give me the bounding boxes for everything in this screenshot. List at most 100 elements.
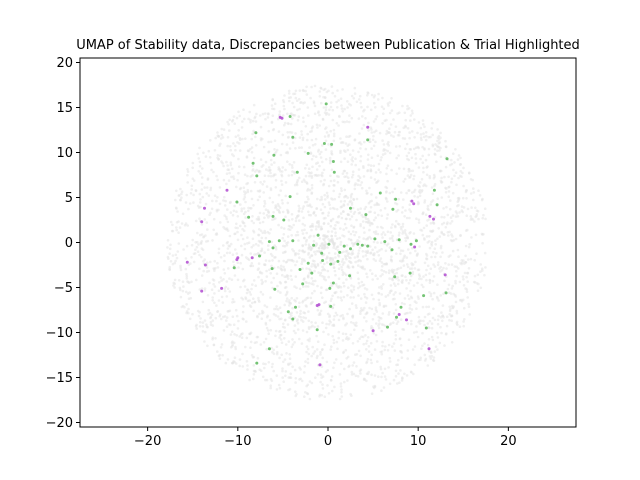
cloud-point	[226, 164, 229, 167]
cloud-point	[382, 107, 386, 111]
cloud-point	[363, 231, 366, 234]
cloud-point	[228, 129, 231, 132]
cloud-point	[200, 182, 204, 186]
cloud-point	[461, 171, 464, 175]
cloud-point	[269, 328, 273, 332]
cloud-point	[299, 316, 303, 319]
cloud-point	[433, 184, 436, 188]
cloud-point	[301, 232, 305, 235]
cloud-point	[452, 168, 455, 172]
cloud-point	[337, 221, 340, 224]
cloud-point	[405, 142, 409, 146]
cloud-point	[363, 292, 366, 296]
cloud-point	[362, 378, 366, 381]
cloud-point	[404, 233, 408, 236]
cloud-point	[270, 104, 274, 107]
cloud-point	[318, 274, 322, 277]
cloud-point	[232, 260, 235, 264]
cloud-point	[394, 374, 398, 378]
magenta-point	[432, 217, 435, 221]
green-point	[366, 138, 370, 142]
cloud-point	[323, 268, 327, 272]
cloud-point	[274, 150, 278, 154]
cloud-point	[445, 222, 449, 226]
cloud-point	[370, 93, 374, 97]
cloud-point	[392, 342, 396, 345]
cloud-point	[231, 361, 235, 365]
cloud-point	[365, 339, 369, 343]
cloud-point	[356, 254, 360, 258]
cloud-point	[200, 176, 204, 179]
cloud-point	[173, 278, 177, 282]
cloud-point	[324, 326, 328, 330]
cloud-point	[419, 126, 423, 130]
cloud-point	[438, 149, 441, 152]
cloud-point	[359, 207, 363, 210]
cloud-point	[323, 135, 327, 138]
cloud-point	[392, 312, 396, 315]
cloud-point	[415, 325, 418, 328]
cloud-point	[312, 239, 316, 243]
cloud-point	[175, 189, 178, 193]
cloud-point	[340, 391, 343, 394]
cloud-point	[359, 159, 362, 163]
cloud-point	[289, 274, 293, 278]
cloud-point	[348, 143, 351, 146]
cloud-point	[222, 164, 225, 168]
cloud-point	[323, 198, 327, 201]
cloud-point	[290, 296, 294, 300]
cloud-point	[288, 316, 291, 319]
cloud-point	[348, 200, 352, 204]
cloud-point	[180, 222, 184, 225]
cloud-point	[415, 301, 418, 305]
cloud-point	[211, 199, 214, 203]
cloud-point	[259, 137, 263, 140]
cloud-point	[180, 196, 183, 199]
cloud-point	[394, 125, 398, 128]
cloud-point	[196, 309, 200, 313]
cloud-point	[175, 221, 179, 224]
cloud-point	[242, 198, 246, 201]
cloud-point	[278, 386, 282, 390]
cloud-point	[355, 218, 358, 222]
cloud-point	[230, 330, 234, 334]
cloud-point	[294, 300, 297, 303]
cloud-point	[321, 265, 324, 269]
cloud-point	[295, 260, 299, 263]
cloud-point	[419, 136, 423, 139]
cloud-point	[478, 194, 482, 197]
cloud-point	[316, 373, 320, 376]
cloud-point	[257, 244, 260, 247]
cloud-point	[243, 242, 247, 246]
cloud-point	[209, 320, 213, 324]
cloud-point	[323, 343, 326, 347]
cloud-point	[333, 184, 336, 187]
cloud-point	[331, 108, 335, 112]
cloud-point	[271, 350, 274, 354]
cloud-point	[335, 340, 339, 344]
cloud-point	[205, 192, 208, 195]
cloud-point	[340, 395, 344, 398]
cloud-point	[319, 350, 322, 354]
cloud-point	[483, 273, 486, 277]
cloud-point	[405, 154, 409, 158]
cloud-point	[213, 269, 216, 273]
cloud-point	[412, 372, 415, 376]
cloud-point	[304, 174, 308, 178]
cloud-point	[228, 234, 232, 238]
cloud-point	[263, 366, 266, 370]
cloud-point	[262, 145, 266, 149]
cloud-point	[282, 265, 285, 269]
cloud-point	[348, 364, 351, 368]
cloud-point	[353, 233, 356, 237]
cloud-point	[355, 324, 358, 328]
cloud-point	[359, 142, 363, 146]
cloud-point	[269, 228, 273, 231]
cloud-point	[280, 341, 284, 345]
cloud-point	[409, 251, 412, 255]
cloud-point	[185, 193, 188, 197]
cloud-point	[286, 211, 290, 215]
cloud-point	[225, 295, 229, 298]
cloud-point	[483, 207, 487, 210]
cloud-point	[294, 275, 298, 278]
